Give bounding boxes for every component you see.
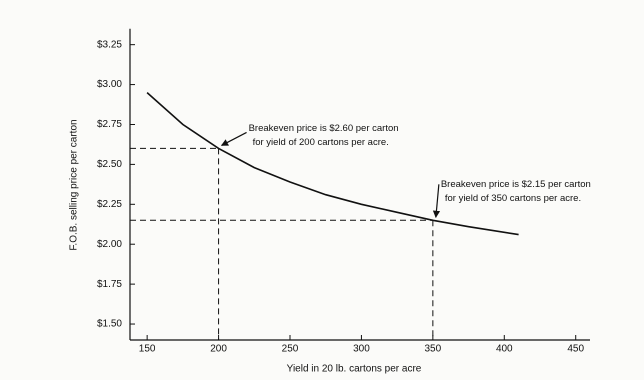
y-tick-label: $1.75 (97, 279, 122, 290)
y-axis-label: F.O.B. selling price per carton (69, 119, 80, 250)
x-tick-label: 400 (496, 344, 513, 355)
x-tick-label: 150 (139, 344, 156, 355)
annotation-arrow (220, 131, 247, 146)
x-tick-label: 450 (567, 344, 584, 355)
annotation-text: Breakeven price is $2.15 per carton (441, 179, 591, 190)
annotation-arrow (432, 184, 441, 218)
curve (146, 92, 519, 236)
annotation-text: for yield of 350 cartons per acre. (445, 193, 581, 204)
x-tick-label: 200 (210, 344, 227, 355)
annotation-text: Breakeven price is $2.60 per carton (249, 123, 399, 134)
x-axis-label: Yield in 20 lb. cartons per acre (287, 364, 422, 375)
y-tick-label: $2.00 (97, 239, 122, 250)
x-tick-label: 350 (425, 344, 442, 355)
y-tick-label: $2.50 (97, 159, 122, 170)
x-tick-label: 250 (282, 344, 299, 355)
x-tick-label: 300 (353, 344, 370, 355)
annotation-text: for yield of 200 cartons per acre. (253, 137, 389, 148)
y-tick-label: $2.75 (97, 119, 122, 130)
y-tick-label: $1.50 (97, 319, 122, 330)
y-tick-label: $3.00 (97, 79, 122, 90)
y-tick-label: $3.25 (97, 39, 122, 50)
y-tick-label: $2.25 (97, 199, 122, 210)
